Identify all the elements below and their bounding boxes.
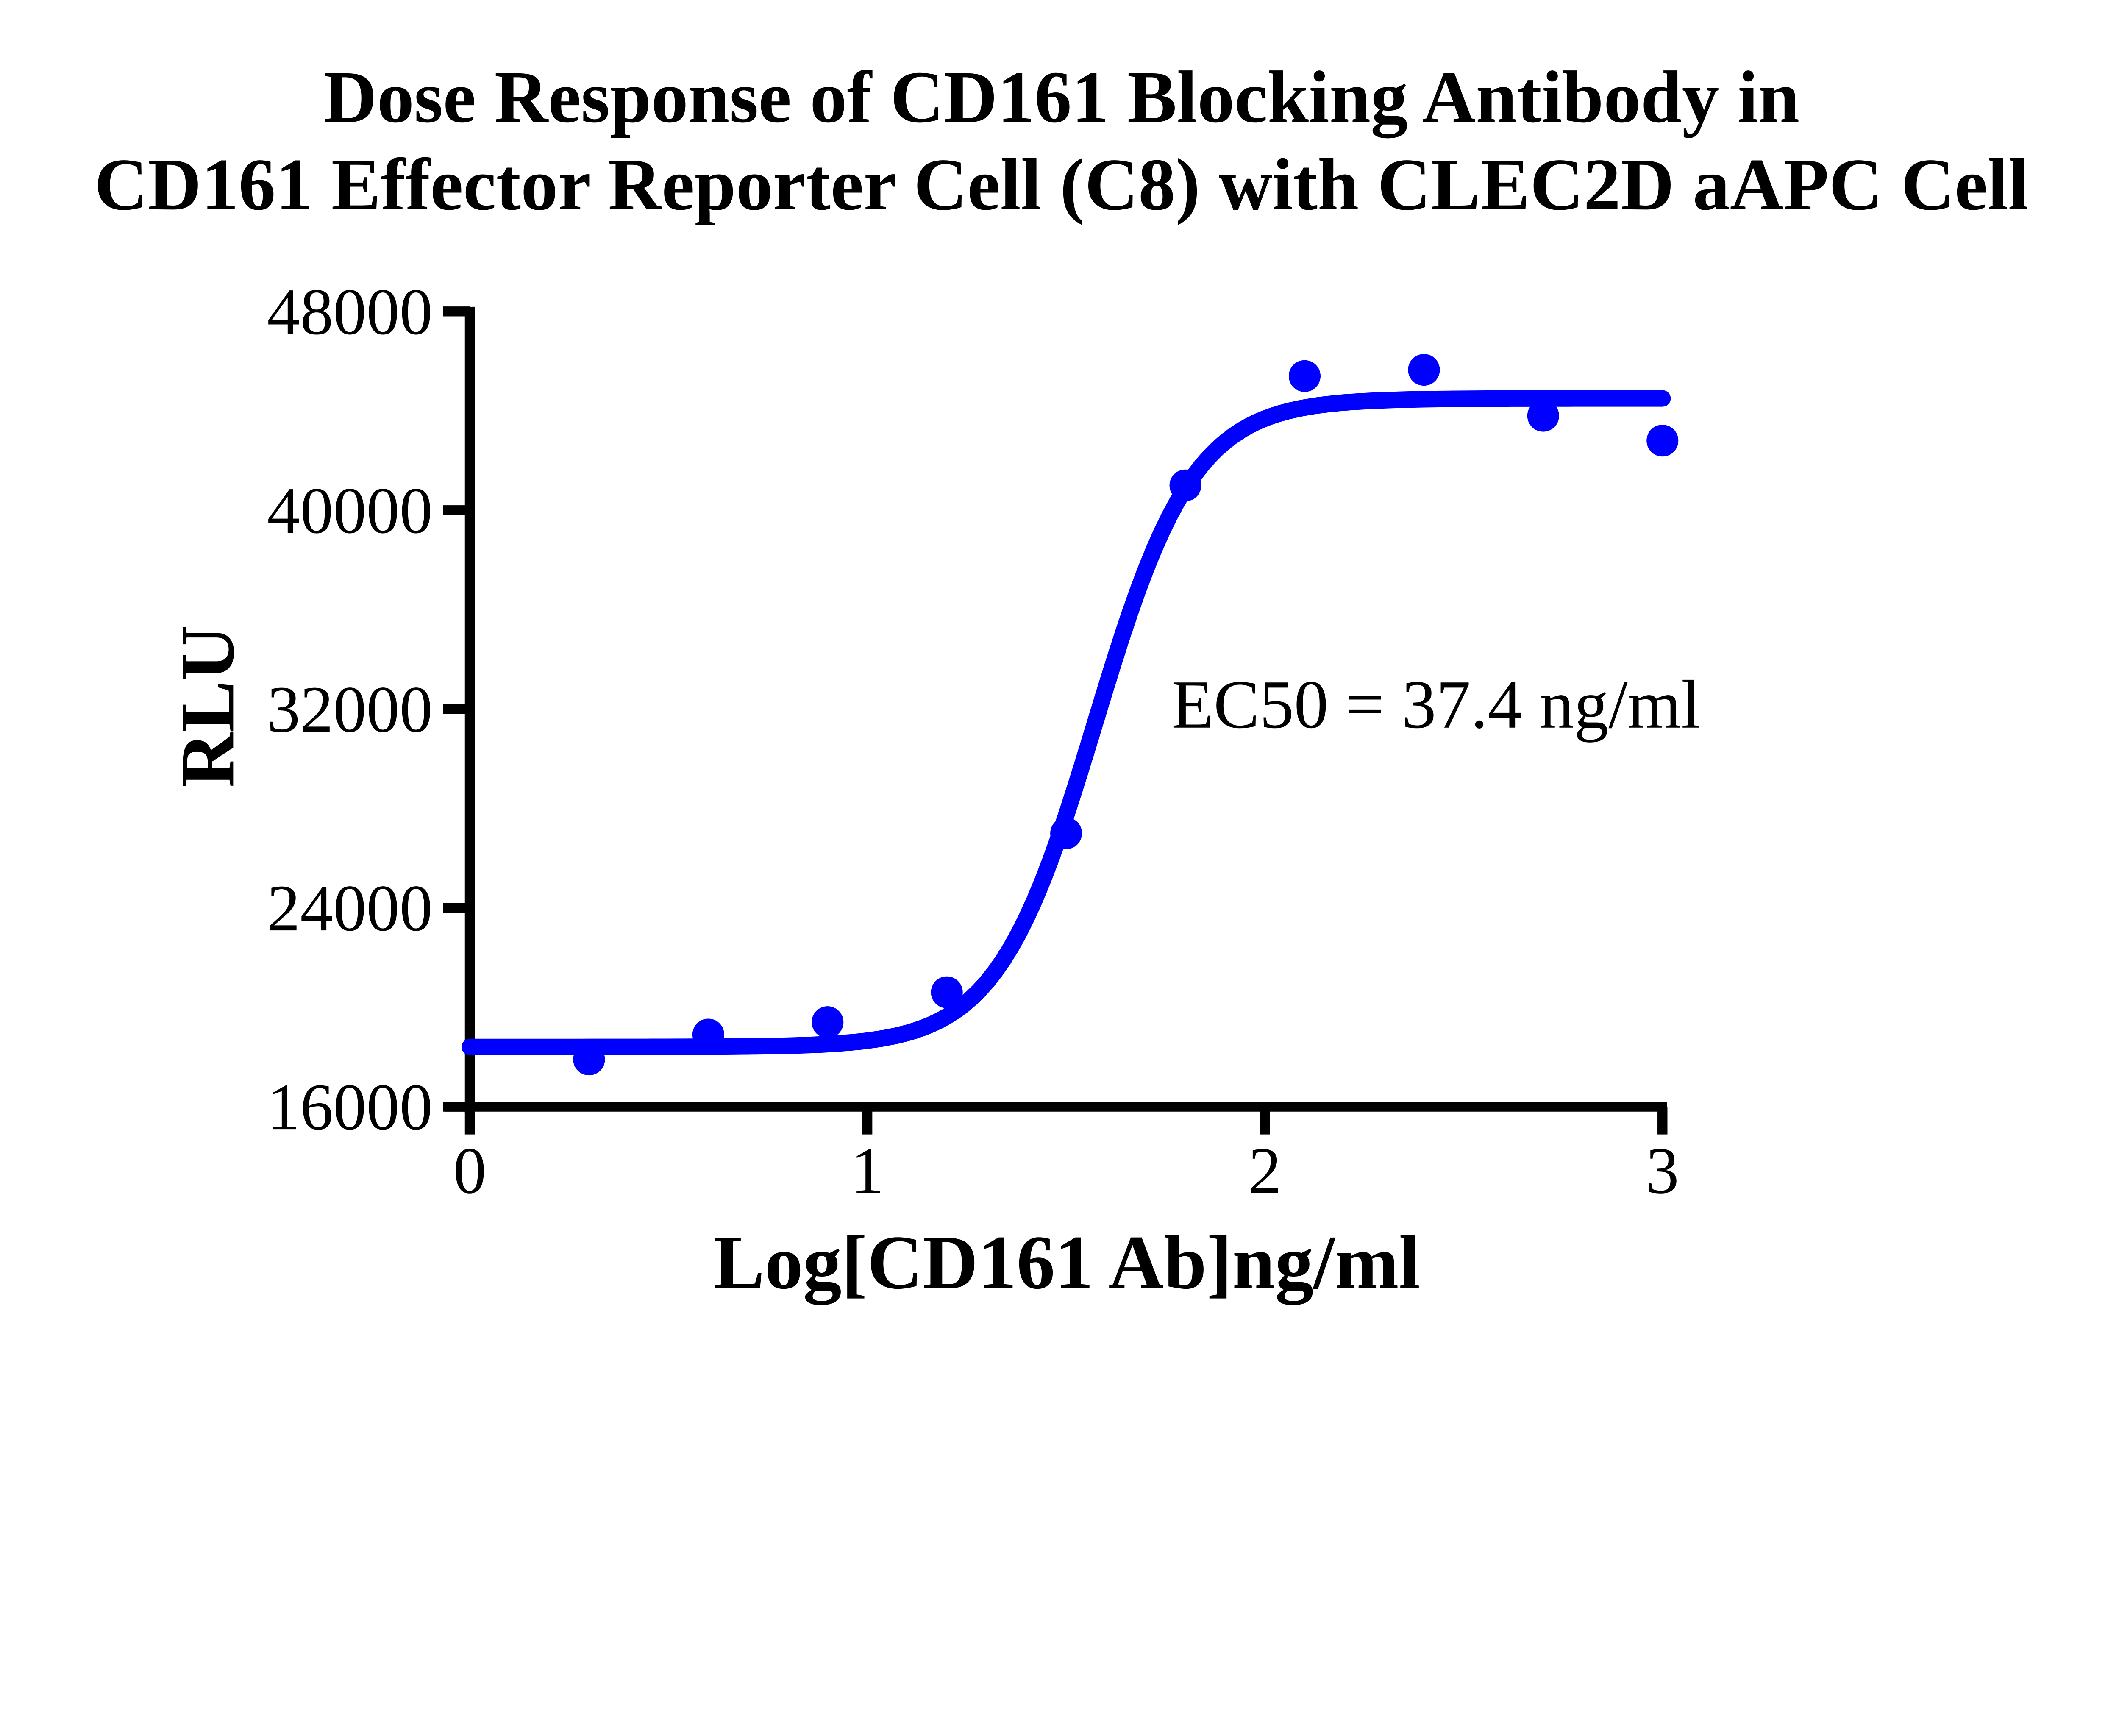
x-axis-label: Log[CD161 Ab]ng/ml (713, 1220, 1420, 1305)
data-points (573, 354, 1679, 1076)
y-axis-label: RLU (165, 625, 250, 787)
x-tick-label: 2 (1249, 1134, 1282, 1207)
data-point (931, 976, 963, 1008)
x-tick-label: 0 (453, 1134, 486, 1207)
y-tick-label: 16000 (267, 1070, 433, 1143)
data-point (1646, 425, 1679, 457)
dose-response-chart: Dose Response of CD161 Blocking Antibody… (94, 56, 2029, 1305)
data-point (812, 1006, 844, 1038)
data-point (692, 1018, 724, 1051)
x-tick-label: 3 (1646, 1134, 1679, 1207)
x-tick-label: 1 (851, 1134, 884, 1207)
data-point (573, 1043, 605, 1076)
fit-curve (461, 390, 1671, 1055)
data-point (1408, 354, 1440, 386)
y-tick-label: 48000 (267, 275, 433, 348)
x-axis-ticks: 0 1 2 3 (453, 1107, 1679, 1207)
chart-title-line-2: CD161 Effector Reporter Cell (C8) with C… (94, 143, 2029, 225)
data-point (1288, 360, 1321, 392)
y-axis-ticks: 16000 24000 32000 40000 48000 (267, 275, 470, 1143)
y-tick-label: 24000 (267, 871, 433, 945)
data-point (1527, 400, 1559, 432)
data-point (1169, 469, 1201, 501)
dose-response-figure: Dose Response of CD161 Blocking Antibody… (94, 56, 2029, 1305)
y-tick-label: 40000 (267, 474, 433, 547)
y-tick-label: 32000 (267, 673, 433, 746)
data-point (1050, 817, 1082, 849)
ec50-annotation: EC50 = 37.4 ng/ml (1171, 667, 1700, 743)
chart-title-line-1: Dose Response of CD161 Blocking Antibody… (323, 56, 1799, 139)
